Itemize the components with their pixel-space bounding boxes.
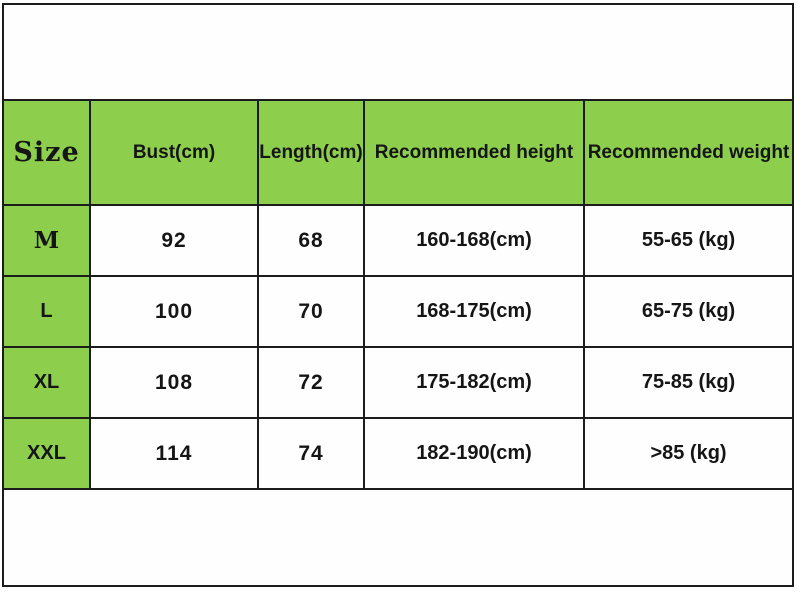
header-cell-recommended-weight: Recommended weight <box>582 99 795 206</box>
height-value: 168-175(cm) <box>363 275 585 348</box>
length-value: 70 <box>257 275 365 348</box>
table-row-l: L 100 70 168-175(cm) 65-75 (kg) <box>2 275 795 348</box>
size-label: L <box>2 275 91 348</box>
size-label: XL <box>2 346 91 419</box>
bust-value: 108 <box>89 346 259 419</box>
length-value: 72 <box>257 346 365 419</box>
bottom-blank-strip <box>1 488 795 587</box>
weight-value: >85 (kg) <box>582 417 795 490</box>
header-cell-size: Size <box>2 99 91 206</box>
height-value: 182-190(cm) <box>363 417 585 490</box>
bust-value: 100 <box>89 275 259 348</box>
header-cell-bust: Bust(cm) <box>89 99 259 206</box>
top-blank-strip <box>1 3 795 101</box>
bottom-blank-row <box>1 488 795 587</box>
size-label: M <box>2 204 91 277</box>
top-blank-row <box>1 3 795 101</box>
table-row-m: M 92 68 160-168(cm) 55-65 (kg) <box>2 204 795 277</box>
size-chart-table: Size Bust(cm) Length(cm) Recommended hei… <box>1 3 795 587</box>
size-label: XXL <box>2 417 91 490</box>
bust-value: 92 <box>89 204 259 277</box>
bust-value: 114 <box>89 417 259 490</box>
height-value: 160-168(cm) <box>363 204 585 277</box>
weight-value: 65-75 (kg) <box>582 275 795 348</box>
table-row-xxl: XXL 114 74 182-190(cm) >85 (kg) <box>2 417 795 490</box>
header-cell-recommended-height: Recommended height <box>363 99 585 206</box>
length-value: 74 <box>257 417 365 490</box>
weight-value: 55-65 (kg) <box>582 204 795 277</box>
height-value: 175-182(cm) <box>363 346 585 419</box>
length-value: 68 <box>257 204 365 277</box>
header-cell-length: Length(cm) <box>257 99 365 206</box>
weight-value: 75-85 (kg) <box>582 346 795 419</box>
table-header-row: Size Bust(cm) Length(cm) Recommended hei… <box>2 99 795 206</box>
table-row-xl: XL 108 72 175-182(cm) 75-85 (kg) <box>2 346 795 419</box>
